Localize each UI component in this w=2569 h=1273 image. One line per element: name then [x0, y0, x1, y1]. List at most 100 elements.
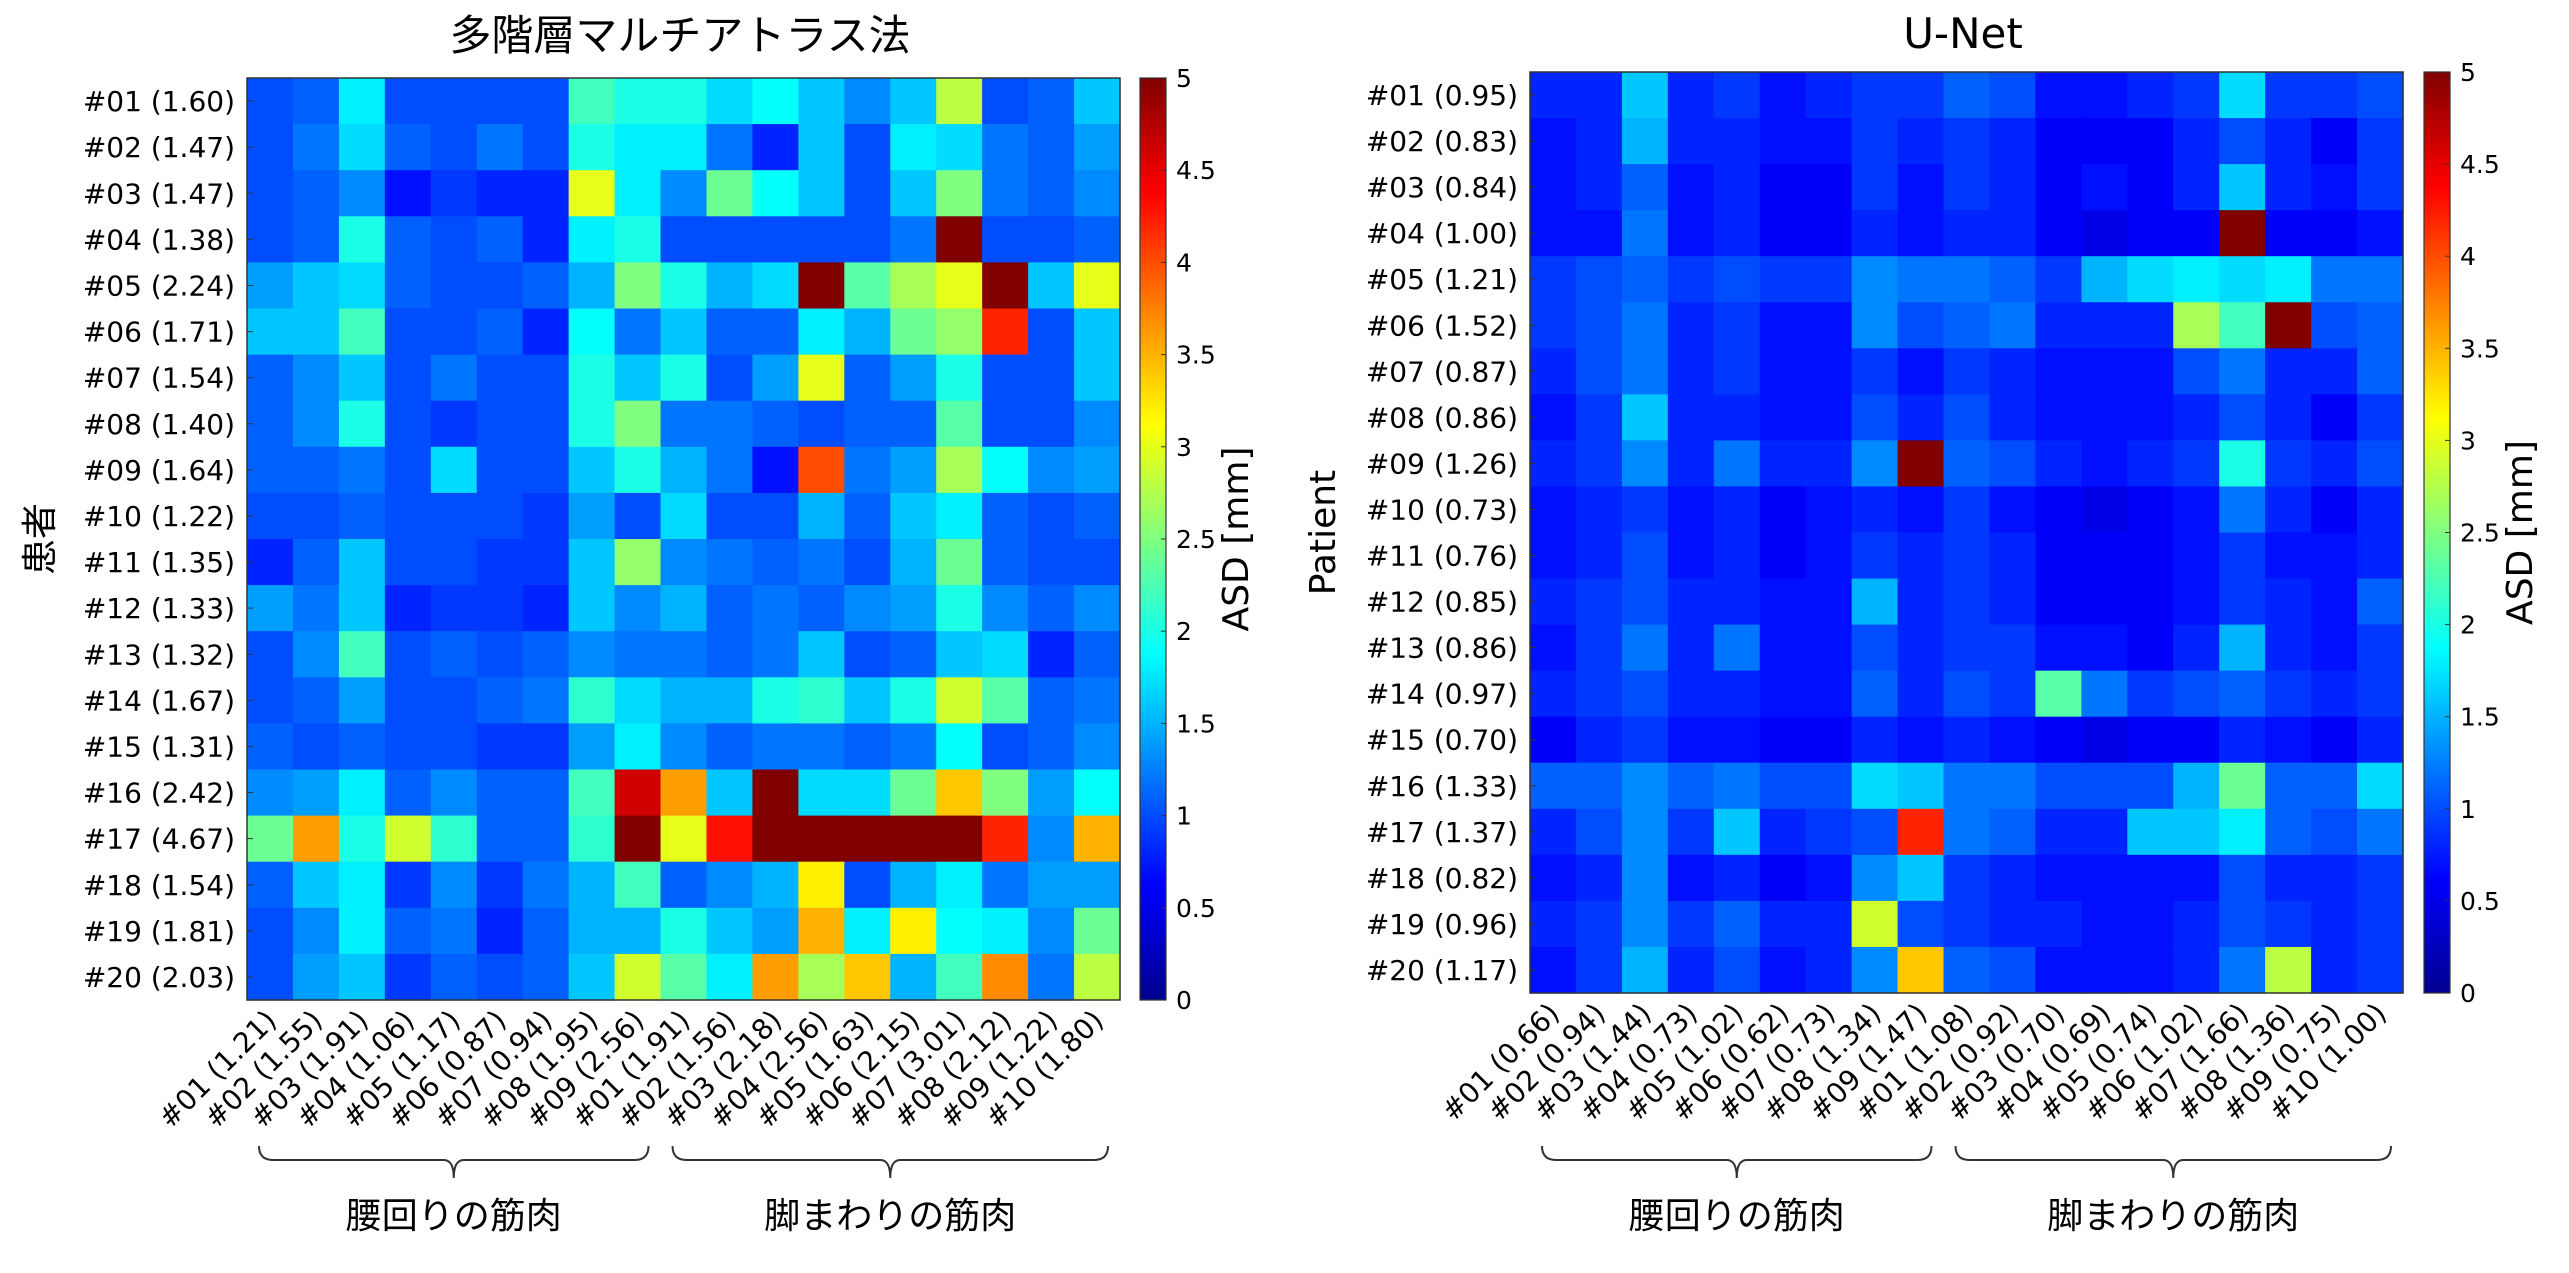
- heatmap-cell: [1667, 854, 1715, 902]
- heatmap-cell: [338, 861, 386, 909]
- heatmap-cell: [1713, 440, 1761, 488]
- row-tick-label: #18 (0.82): [1366, 862, 1518, 895]
- heatmap-cell: [1621, 578, 1669, 626]
- heatmap-cell: [1897, 624, 1945, 672]
- heatmap-cell: [1074, 677, 1121, 724]
- heatmap-cell: [476, 354, 524, 402]
- heatmap-cell: [338, 953, 386, 1001]
- colorbar-tick-label: 5: [2460, 58, 2476, 87]
- heatmap-cell: [706, 677, 754, 724]
- heatmap-cell: [522, 815, 570, 863]
- row-tick-label: #19 (1.81): [83, 915, 235, 948]
- heatmap-cell: [2081, 900, 2128, 948]
- heatmap-cell: [982, 354, 1029, 402]
- row-tick-label: #02 (0.83): [1366, 125, 1518, 158]
- heatmap-cell: [476, 861, 524, 909]
- heatmap-cell: [1621, 118, 1669, 165]
- heatmap-cell: [247, 124, 294, 171]
- heatmap-cell: [476, 492, 524, 540]
- heatmap-cell: [614, 400, 662, 448]
- heatmap-cell: [1943, 302, 1991, 349]
- heatmap-cell: [384, 262, 432, 310]
- heatmap-cell: [2127, 486, 2174, 534]
- group-label: 腰回りの筋肉: [346, 1196, 562, 1237]
- heatmap-cell: [1575, 854, 1623, 902]
- heatmap-cell: [2265, 348, 2312, 395]
- row-tick-label: #20 (2.03): [83, 961, 235, 994]
- heatmap-cell: [1759, 578, 1807, 626]
- heatmap-cell: [2035, 118, 2082, 165]
- heatmap-cell: [1530, 164, 1577, 211]
- heatmap-cell: [614, 953, 662, 1001]
- colorbar-label: ASD [mm]: [2500, 440, 2541, 625]
- heatmap-cell: [982, 677, 1029, 724]
- heatmap-cell: [430, 861, 478, 909]
- heatmap-cell: [752, 815, 799, 863]
- heatmap-cell: [1667, 394, 1715, 441]
- heatmap-cell: [2173, 486, 2220, 534]
- heatmap-cell: [1989, 348, 2037, 395]
- heatmap-cell: [936, 446, 983, 494]
- heatmap-cell: [936, 308, 983, 356]
- heatmap-cell: [338, 492, 386, 540]
- heatmap-cell: [706, 446, 754, 494]
- heatmap-cell: [1575, 440, 1623, 488]
- heatmap-cell: [936, 170, 983, 217]
- heatmap-cell: [2357, 394, 2404, 441]
- heatmap-cell: [1989, 946, 2037, 994]
- heatmap-cell: [430, 170, 478, 217]
- heatmap-cell: [614, 170, 662, 217]
- heatmap-cell: [844, 539, 891, 586]
- heatmap-cell: [2081, 946, 2128, 994]
- heatmap-cell: [1759, 716, 1807, 764]
- heatmap-cell: [1667, 302, 1715, 349]
- heatmap-cell: [2035, 440, 2082, 488]
- heatmap-cell: [2219, 394, 2266, 441]
- heatmap-cell: [2173, 624, 2220, 672]
- heatmap-cell: [2081, 716, 2128, 764]
- plot-frame: [1529, 71, 2404, 994]
- heatmap-cell: [2127, 624, 2174, 672]
- heatmap-cell: [476, 539, 524, 586]
- heatmap-cell: [1621, 256, 1669, 303]
- heatmap-cell: [1713, 808, 1761, 856]
- heatmap-cell: [660, 631, 708, 678]
- heatmap-cell: [1667, 440, 1715, 488]
- heatmap-cell: [522, 216, 570, 263]
- heatmap-cell: [844, 354, 891, 402]
- heatmap-cell: [476, 308, 524, 356]
- colorbar-tick-label: 0.5: [1176, 894, 1216, 923]
- heatmap-cell: [1667, 624, 1715, 672]
- heatmap-cell: [2311, 670, 2358, 718]
- heatmap-cell: [384, 170, 432, 217]
- heatmap-cell: [2127, 164, 2174, 211]
- heatmap-cell: [2127, 808, 2174, 856]
- row-tick-label: #01 (1.60): [83, 85, 235, 118]
- heatmap-cell: [1621, 900, 1669, 948]
- heatmap-cell: [1621, 762, 1669, 810]
- heatmap-cell: [247, 585, 294, 632]
- row-tick-label: #18 (1.54): [83, 869, 235, 902]
- heatmap-cell: [936, 400, 983, 448]
- heatmap-cell: [614, 78, 662, 125]
- heatmap-cell: [338, 170, 386, 217]
- heatmap-panel-multiatlas: 多階層マルチアトラス法 #01 (1.60) #02 (1.47) #03 (1.47…: [20, 11, 1257, 1237]
- heatmap-cell: [982, 953, 1029, 1001]
- heatmap-cell: [660, 216, 708, 263]
- heatmap-cell: [1805, 164, 1853, 211]
- heatmap-cell: [2127, 118, 2174, 165]
- heatmap-cell: [1989, 164, 2037, 211]
- heatmap-cell: [1074, 492, 1121, 540]
- heatmap-cell: [384, 953, 432, 1001]
- heatmap-cell: [798, 400, 845, 448]
- heatmap-cell: [522, 78, 570, 125]
- heatmap-cell: [2265, 854, 2312, 902]
- heatmap-cell: [890, 769, 937, 817]
- heatmap-cell: [844, 262, 891, 310]
- heatmap-cell: [614, 815, 662, 863]
- colorbar-tick-label: 3: [1176, 433, 1192, 462]
- heatmap-cell: [1805, 256, 1853, 303]
- heatmap-cell: [1805, 808, 1853, 856]
- row-tick-label: #17 (4.67): [83, 823, 235, 856]
- heatmap-cell: [1851, 670, 1899, 718]
